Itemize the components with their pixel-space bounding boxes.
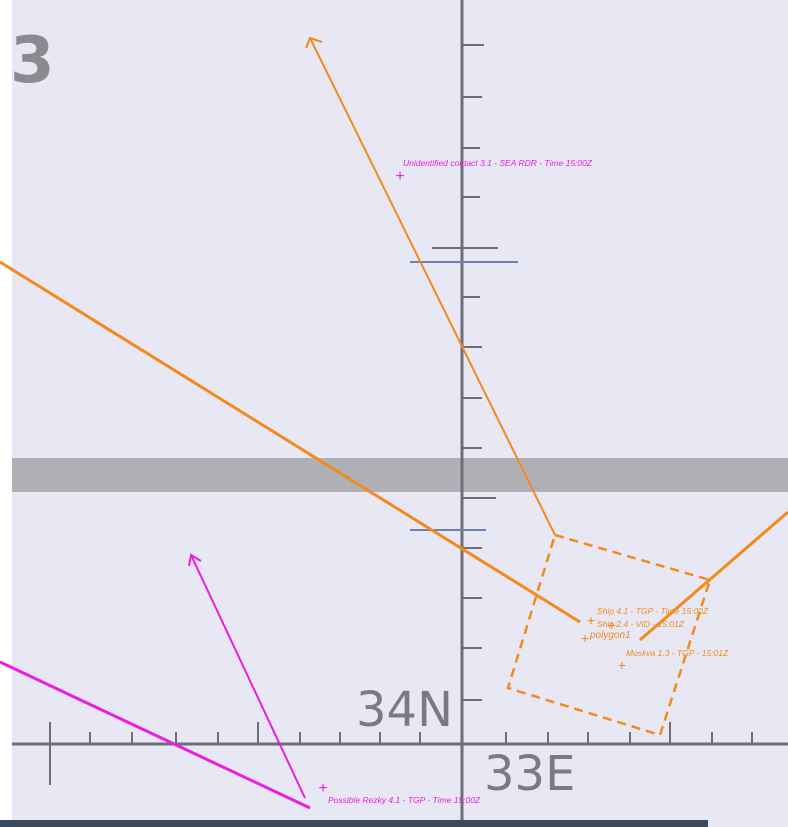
contact-marker: + — [395, 168, 404, 185]
heading-vector-orange — [309, 37, 556, 536]
contact-marker: + — [618, 657, 626, 673]
contact-ship-2-4[interactable]: + Ship 2.4 - VID - 15:01Z — [597, 617, 685, 633]
contact-marker: + — [581, 630, 589, 646]
contact-marker: + — [318, 780, 327, 797]
longitude-label: 33E — [484, 746, 575, 802]
latitude-band — [12, 458, 788, 492]
contact-possible-rezky-4-1[interactable]: + Possible Rezky 4.1 - TGP - Time 15:00Z — [318, 780, 481, 805]
left-margin — [0, 0, 12, 827]
contact-moskva-1-3[interactable]: + Moskva 1.3 - TGP - 15:01Z — [618, 648, 729, 673]
arrowhead-magenta — [188, 553, 202, 567]
bottom-status-bar — [0, 820, 708, 827]
chart-sheet-number: 3 — [10, 24, 55, 98]
track-line-magenta — [0, 660, 311, 810]
contact-label: Possible Rezky 4.1 - TGP - Time 15:00Z — [328, 795, 481, 805]
orange-tracks — [0, 260, 788, 642]
track-line-west — [0, 260, 581, 624]
polygon1-area[interactable] — [506, 533, 712, 737]
contact-unidentified-3-1[interactable]: + Unidentified contact 3.1 - SEA RDR - T… — [395, 158, 593, 185]
contact-label: Ship 2.4 - VID - 15:01Z — [597, 619, 685, 629]
track-line-east — [639, 510, 788, 642]
heading-vector-magenta — [190, 554, 306, 799]
meridian-ticks — [432, 44, 498, 701]
arrowhead-orange — [305, 36, 323, 49]
contact-ship-4-1[interactable]: + Ship 4.1 - TGP - Time 15:00Z — [587, 606, 709, 628]
contact-label: Ship 4.1 - TGP - Time 15:00Z — [597, 606, 709, 616]
contact-label: Unidentified contact 3.1 - SEA RDR - Tim… — [403, 158, 593, 168]
contact-label: Moskva 1.3 - TGP - 15:01Z — [626, 648, 729, 658]
contact-label: polygon1 — [589, 630, 631, 641]
contact-marker: + — [587, 612, 595, 628]
contact-marker: + — [608, 617, 616, 633]
contact-polygon1[interactable]: + polygon1 — [581, 630, 631, 646]
parallel-ticks — [49, 722, 753, 785]
latitude-label: 34N — [356, 682, 453, 738]
